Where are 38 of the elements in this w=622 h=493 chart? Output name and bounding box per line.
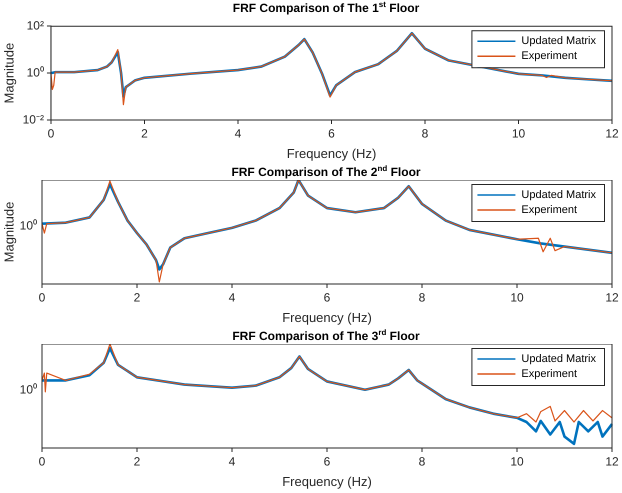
chart-title: FRF Comparison of The 3$^{rd}$ Floor [231,328,421,344]
x-tick-label: 0 [38,454,46,469]
chart-title: FRF Comparison of The 2$^{nd}$ Floor [230,164,422,180]
x-axis-title: Frequency (Hz) [282,474,372,489]
x-tick-label: 2 [134,290,141,305]
x-tick-label: 0 [48,126,55,141]
legend-label: Experiment [521,50,578,62]
legend-label: Updated Matrix [521,35,596,48]
x-tick-label: 10 [510,290,524,305]
x-tick-label: 12 [605,290,619,305]
x-tick-label: 6 [324,454,331,469]
y-tick-label: 10² [26,18,44,33]
x-tick-label: 0 [38,290,46,305]
y-tick-label: 10⁻² [22,112,44,126]
x-tick-label: 10 [510,454,524,469]
x-tick-label: 12 [605,126,619,141]
x-tick-label: 6 [324,290,331,305]
x-tick-label: 4 [228,290,236,305]
x-tick-label: 2 [141,126,148,141]
legend-label: Updated Matrix [521,353,596,366]
x-axis-title: Frequency (Hz) [286,146,376,161]
chart-title: FRF Comparison of The 1$^{st}$ Floor [232,0,420,16]
x-tick-label: 12 [605,454,619,469]
x-tick-label: 8 [418,290,426,305]
x-tick-label: 10 [512,126,526,141]
y-axis-title: Magnitude [1,202,16,262]
x-tick-label: 8 [418,454,426,469]
x-tick-label: 4 [228,454,236,469]
legend-label: Experiment [521,204,578,216]
x-tick-label: 8 [422,126,429,141]
legend-label: Updated Matrix [521,189,596,202]
y-axis-title: Magnitude [1,42,16,104]
y-tick-label: 10⁰ [26,65,44,80]
legend-label: Experiment [521,368,578,380]
x-tick-label: 4 [234,126,242,141]
x-axis-title: Frequency (Hz) [282,310,372,325]
x-tick-label: 6 [328,126,336,141]
x-tick-label: 2 [134,454,141,469]
